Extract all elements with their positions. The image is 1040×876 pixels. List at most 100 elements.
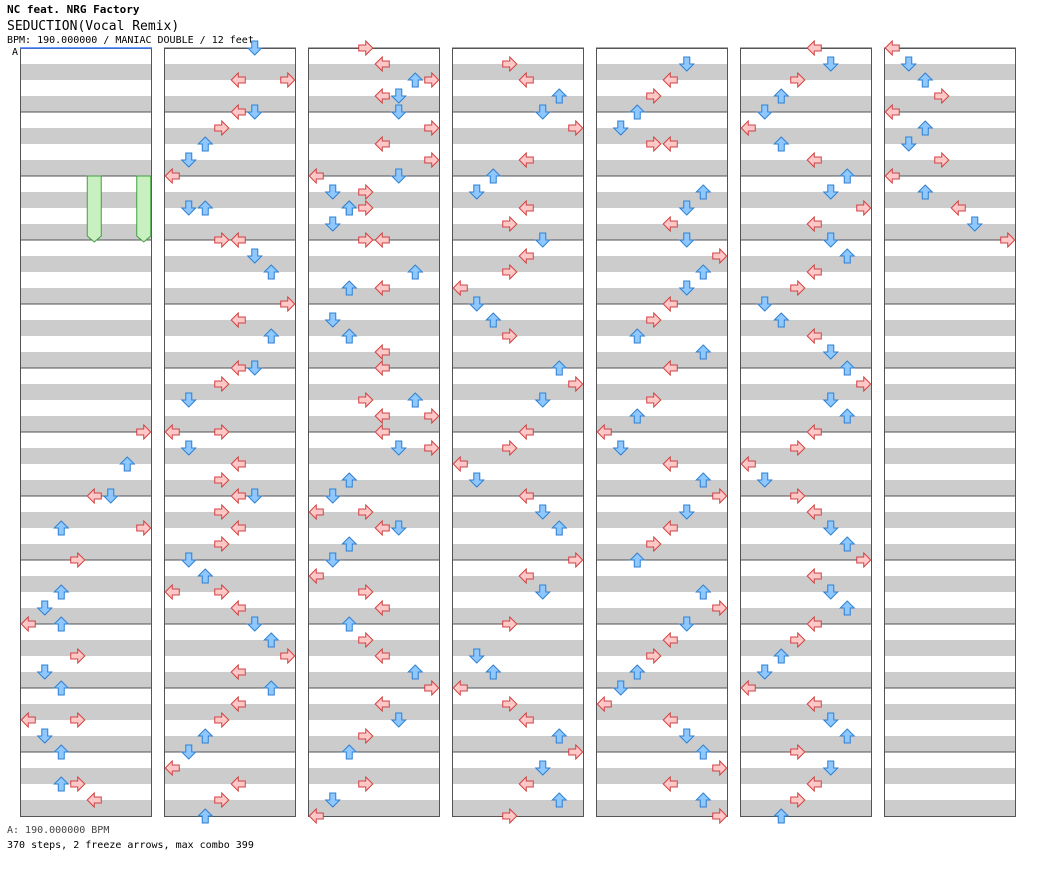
beat-band: [884, 688, 1016, 704]
arrow-note: [246, 248, 263, 264]
arrow-note: [180, 392, 197, 408]
arrow-note: [214, 503, 230, 521]
arrow-note: [756, 664, 773, 680]
arrow-note: [790, 487, 806, 505]
arrow-note: [662, 215, 678, 233]
beat-band: [164, 608, 296, 624]
beat-band: [308, 160, 440, 176]
beat-band: [20, 224, 152, 240]
beat-band: [596, 544, 728, 560]
arrow-note: [678, 232, 695, 248]
beat-band: [740, 112, 872, 128]
beat-band: [452, 608, 584, 624]
beat-band: [740, 800, 872, 816]
arrow-note: [424, 71, 440, 89]
beat-band: [308, 480, 440, 496]
arrow-note: [629, 408, 646, 424]
beat-band: [164, 176, 296, 192]
arrow-note: [308, 567, 324, 585]
beat-band: [452, 272, 584, 288]
arrow-note: [358, 727, 374, 745]
beat-band: [452, 800, 584, 816]
beat-band: [452, 208, 584, 224]
arrow-note: [20, 615, 36, 633]
beat-band: [308, 256, 440, 272]
arrow-note: [280, 71, 296, 89]
arrow-note: [502, 439, 518, 457]
arrow-note: [518, 487, 534, 505]
beat-band: [740, 320, 872, 336]
beat-band: [596, 224, 728, 240]
beat-band: [884, 544, 1016, 560]
arrow-note: [424, 679, 440, 697]
beat-band: [308, 192, 440, 208]
arrow-note: [712, 247, 728, 265]
arrow-note: [214, 375, 230, 393]
beat-band: [452, 624, 584, 640]
beat-band: [164, 784, 296, 800]
beat-band: [164, 240, 296, 256]
beat-band: [20, 304, 152, 320]
beat-band: [596, 416, 728, 432]
arrow-note: [324, 552, 341, 568]
beat-band: [164, 208, 296, 224]
arrow-note: [86, 791, 102, 809]
arrow-note: [551, 728, 568, 744]
arrow-note: [806, 39, 822, 57]
beat-band: [20, 624, 152, 640]
arrow-note: [551, 792, 568, 808]
beat-band: [884, 336, 1016, 352]
arrow-note: [773, 808, 790, 824]
beat-band: [308, 720, 440, 736]
arrow-note: [740, 455, 756, 473]
arrow-note: [53, 680, 70, 696]
beat-band: [308, 224, 440, 240]
arrow-note: [341, 328, 358, 344]
beat-band: [596, 144, 728, 160]
arrow-note: [197, 808, 214, 824]
arrow-note: [773, 88, 790, 104]
beat-band: [596, 656, 728, 672]
beat-band: [20, 768, 152, 784]
arrow-note: [358, 231, 374, 249]
beat-band: [164, 624, 296, 640]
beat-band: [20, 272, 152, 288]
arrow-note: [568, 551, 584, 569]
arrow-note: [534, 232, 551, 248]
arrow-note: [568, 375, 584, 393]
beat-band: [884, 96, 1016, 112]
beat-band: [452, 192, 584, 208]
beat-band: [596, 640, 728, 656]
arrow-note: [86, 487, 102, 505]
arrow-note: [534, 760, 551, 776]
column-frame: [452, 48, 584, 817]
beat-band: [884, 48, 1016, 64]
chart-column: [884, 47, 1016, 817]
arrow-note: [263, 632, 280, 648]
arrow-note: [950, 199, 966, 217]
chart-info: BPM: 190.000000 / MANIAC DOUBLE / 12 fee…: [7, 35, 254, 46]
arrow-note: [214, 791, 230, 809]
beat-band: [308, 736, 440, 752]
arrow-note: [70, 647, 86, 665]
beat-band: [452, 752, 584, 768]
arrow-note: [246, 104, 263, 120]
beat-band: [596, 512, 728, 528]
beat-band: [740, 64, 872, 80]
arrow-note: [856, 199, 872, 217]
beat-band: [596, 176, 728, 192]
beat-band: [884, 784, 1016, 800]
beat-band: [884, 736, 1016, 752]
beat-band: [308, 560, 440, 576]
arrow-note: [230, 103, 246, 121]
arrow-note: [966, 216, 983, 232]
arrow-note: [822, 56, 839, 72]
beat-band: [740, 480, 872, 496]
arrow-note: [900, 56, 917, 72]
arrow-note: [839, 600, 856, 616]
arrow-note: [180, 200, 197, 216]
beat-band: [884, 608, 1016, 624]
arrow-note: [712, 487, 728, 505]
beat-band: [452, 48, 584, 64]
arrow-note: [551, 520, 568, 536]
